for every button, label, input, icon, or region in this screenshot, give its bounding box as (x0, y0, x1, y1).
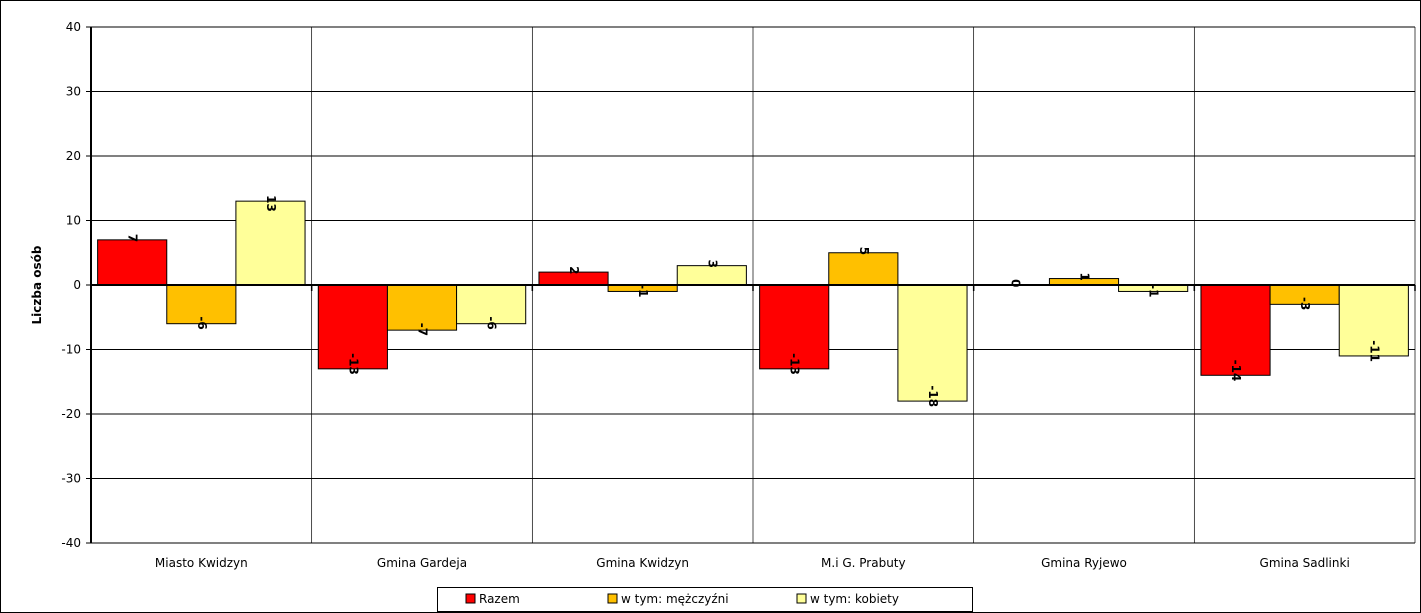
legend-label: w tym: mężczyźni (621, 592, 729, 606)
data-label: -13 (346, 353, 360, 375)
bars-layer (97, 200, 1409, 402)
y-tick-label: -40 (61, 536, 81, 550)
legend-swatch (607, 593, 618, 604)
bar (456, 284, 527, 325)
data-label: 7 (126, 234, 140, 242)
legend-label: w tym: kobiety (810, 592, 899, 606)
bar (828, 252, 899, 286)
data-label: -18 (926, 385, 940, 407)
data-label: 2 (567, 266, 581, 274)
bar (759, 284, 830, 370)
legend-swatch (465, 593, 476, 604)
y-tick-label: 0 (73, 278, 81, 292)
data-label: -1 (1147, 284, 1161, 297)
y-tick-label: -10 (61, 343, 81, 357)
bar (97, 239, 168, 286)
data-label: -6 (485, 316, 499, 329)
legend-label: Razem (479, 592, 520, 606)
bar (235, 200, 306, 286)
data-label: 0 (1008, 279, 1022, 287)
data-label: -11 (1367, 340, 1381, 362)
bar (1338, 284, 1409, 357)
data-label: -7 (416, 323, 430, 336)
legend-swatch (796, 593, 807, 604)
data-label: -3 (1298, 297, 1312, 310)
data-label: 1 (1078, 273, 1092, 281)
bar (1200, 284, 1271, 376)
data-label: -1 (636, 284, 650, 297)
y-tick-label: 40 (66, 20, 81, 34)
bar (317, 284, 388, 370)
y-tick-label: -30 (61, 472, 81, 486)
y-tick-label: -20 (61, 407, 81, 421)
data-label: -6 (195, 316, 209, 329)
y-tick-label: 30 (66, 85, 81, 99)
legend-box (437, 587, 973, 612)
data-label: 13 (264, 195, 278, 212)
bar (897, 284, 968, 402)
legend: Razem w tym: mężczyźni w tym: kobiety (437, 587, 973, 612)
data-label: -14 (1229, 360, 1243, 382)
data-label: 3 (705, 260, 719, 268)
y-tick-label: 20 (66, 149, 81, 163)
bar (676, 265, 747, 286)
y-tick-label: 10 (66, 214, 81, 228)
x-category-label: Miasto Kwidzyn (155, 556, 248, 570)
x-category-label: Gmina Ryjewo (1041, 556, 1127, 570)
data-label: 5 (857, 247, 871, 255)
x-category-label: Gmina Sadlinki (1260, 556, 1350, 570)
x-category-label: Gmina Gardeja (377, 556, 467, 570)
data-label: -13 (788, 353, 802, 375)
bar (166, 284, 237, 325)
y-axis-title: Liczba osób (30, 245, 44, 324)
axis-layer (86, 26, 1416, 544)
x-category-label: M.i G. Prabuty (821, 556, 906, 570)
x-category-label: Gmina Kwidzyn (596, 556, 689, 570)
